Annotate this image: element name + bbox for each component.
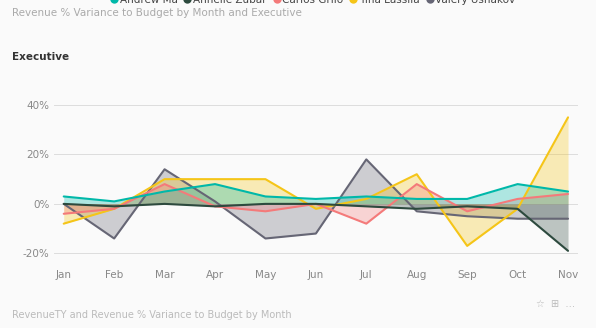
Text: Revenue % Variance to Budget by Month and Executive: Revenue % Variance to Budget by Month an… [12, 8, 302, 18]
Text: Executive: Executive [12, 52, 69, 62]
Legend: Andrew Ma, Annelie Zubar, Carlos Grilo, Tina Lassila, Valery Ushakov: Andrew Ma, Annelie Zubar, Carlos Grilo, … [111, 0, 516, 5]
Text: RevenueTY and Revenue % Variance to Budget by Month: RevenueTY and Revenue % Variance to Budg… [12, 310, 291, 320]
Text: ☆  ⊞  …: ☆ ⊞ … [536, 298, 576, 308]
